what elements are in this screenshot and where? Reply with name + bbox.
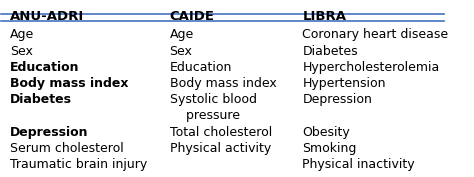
Text: Coronary heart disease: Coronary heart disease xyxy=(302,28,448,41)
Text: Body mass index: Body mass index xyxy=(10,77,129,90)
Text: Age: Age xyxy=(10,28,35,41)
Text: Education: Education xyxy=(10,61,80,74)
Text: ANU-ADRI: ANU-ADRI xyxy=(10,10,84,23)
Text: Smoking: Smoking xyxy=(302,142,357,155)
Text: LIBRA: LIBRA xyxy=(302,10,346,23)
Text: Age: Age xyxy=(170,28,194,41)
Text: Traumatic brain injury: Traumatic brain injury xyxy=(10,158,147,171)
Text: Education: Education xyxy=(170,61,232,74)
Text: Physical inactivity: Physical inactivity xyxy=(302,158,415,171)
Text: CAIDE: CAIDE xyxy=(170,10,215,23)
Text: Body mass index: Body mass index xyxy=(170,77,276,90)
Text: Hypertension: Hypertension xyxy=(302,77,386,90)
Text: Sex: Sex xyxy=(170,45,192,58)
Text: Obesity: Obesity xyxy=(302,126,350,139)
Text: Physical activity: Physical activity xyxy=(170,142,271,155)
Text: Serum cholesterol: Serum cholesterol xyxy=(10,142,124,155)
Text: Sex: Sex xyxy=(10,45,33,58)
Text: Depression: Depression xyxy=(10,126,89,139)
Text: Total cholesterol: Total cholesterol xyxy=(170,126,272,139)
Text: Diabetes: Diabetes xyxy=(10,93,72,106)
Text: Hypercholesterolemia: Hypercholesterolemia xyxy=(302,61,440,74)
Text: Systolic blood: Systolic blood xyxy=(170,93,256,106)
Text: Depression: Depression xyxy=(302,93,372,106)
Text: Diabetes: Diabetes xyxy=(302,45,358,58)
Text: pressure: pressure xyxy=(170,109,239,122)
